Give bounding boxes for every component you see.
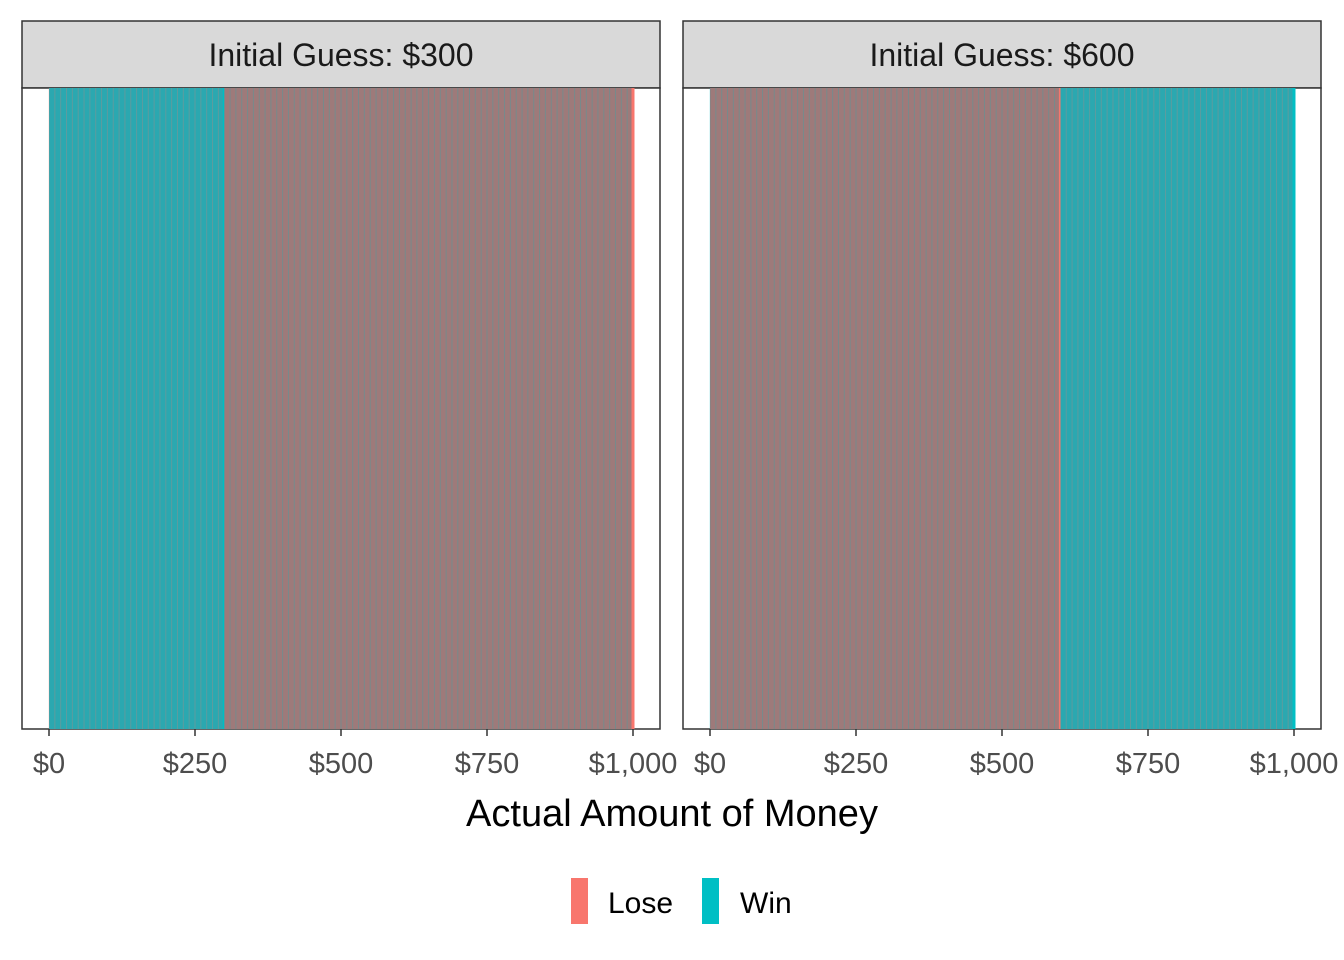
legend-label-lose: Lose: [608, 887, 673, 920]
legend: Lose Win: [571, 878, 792, 924]
bar-layer: [709, 88, 1296, 729]
x-tick-label: $500: [970, 748, 1035, 780]
x-tick-label: $0: [694, 748, 726, 780]
bar-layer: [48, 88, 635, 729]
strip-background: [682, 20, 1322, 89]
x-axis-title: Actual Amount of Money: [466, 793, 878, 835]
strip-label: Initial Guess: $300: [208, 37, 473, 73]
legend-key-lose: [571, 878, 588, 924]
x-axis: $0 $250 $500 $750 $1,000: [33, 729, 677, 780]
strip-label: Initial Guess: $600: [869, 37, 1134, 73]
strip-background: [21, 20, 661, 89]
bar-segment-lose: [710, 88, 1061, 729]
bar-segment-win: [49, 88, 225, 729]
bar-segment-lose: [224, 88, 633, 729]
legend-key-win: [702, 878, 719, 924]
x-tick-label: $750: [1116, 748, 1181, 780]
x-tick-label: $250: [824, 748, 889, 780]
x-tick-label: $0: [33, 748, 65, 780]
bar-segment-win: [1060, 88, 1294, 729]
panel-guess-300: Initial Guess: $300 $0 $250 $500 $750 $1,000: [21, 20, 677, 780]
x-axis: $0 $250 $500 $750 $1,000: [694, 729, 1338, 780]
x-tick-label: $250: [163, 748, 228, 780]
x-tick-label: $1,000: [1250, 748, 1339, 780]
x-tick-label: $750: [455, 748, 520, 780]
x-tick-label: $1,000: [589, 748, 678, 780]
legend-label-win: Win: [740, 887, 792, 920]
x-tick-label: $500: [309, 748, 374, 780]
panel-guess-600: Initial Guess: $600 $0 $250 $500 $750 $1,000: [682, 20, 1338, 780]
